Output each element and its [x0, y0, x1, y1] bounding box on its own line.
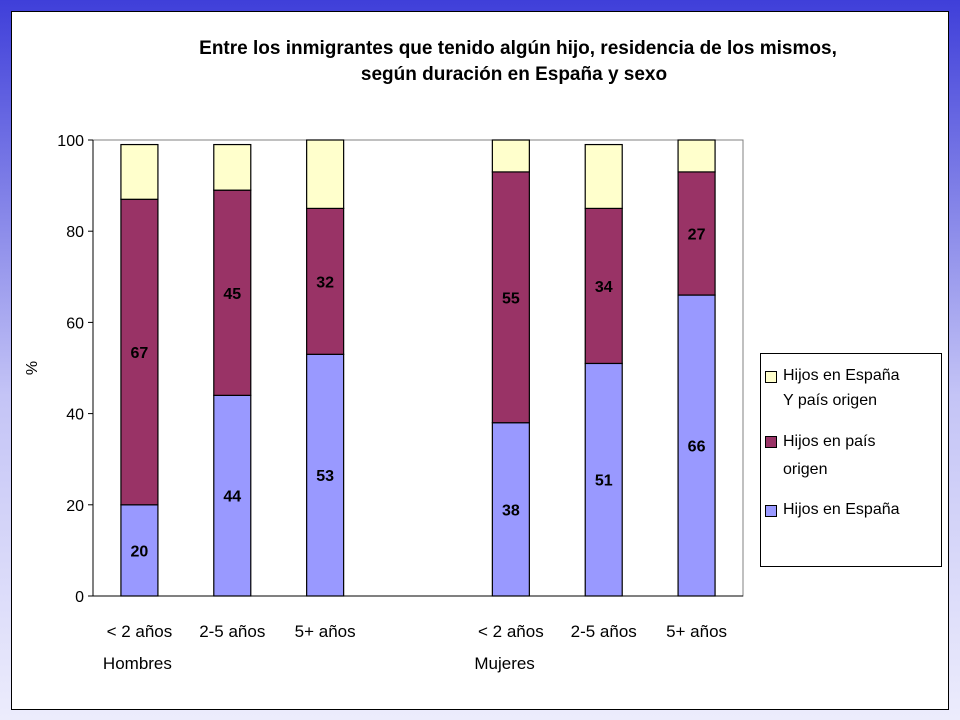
y-tick-label: 40 [66, 407, 84, 424]
bar-segment-ambos [677, 139, 716, 173]
bar-segment-pais_origen [584, 207, 623, 365]
bar-segment-espana [677, 294, 716, 597]
data-label-espana: 44 [223, 489, 241, 506]
chart-legend: Hijos en España Y país origen Hijos en p… [760, 353, 942, 567]
legend-label-ambos-line-2: Y país origen [783, 392, 877, 409]
y-axis-label: % [24, 361, 41, 375]
data-label-espana: 51 [595, 473, 613, 490]
bar-segment-ambos [491, 139, 530, 173]
bar-segment-ambos [306, 139, 345, 210]
data-label-pais_origen: 34 [595, 279, 613, 296]
chart-title-line-1: Entre los inmigrantes que tenido algún h… [199, 38, 837, 59]
bar-segment-pais_origen [306, 207, 345, 355]
x-tick-label: 2-5 años [571, 622, 637, 641]
y-tick-label: 60 [66, 315, 84, 332]
data-label-pais_origen: 67 [131, 345, 149, 362]
bar-segment-ambos [584, 143, 623, 209]
group-label-mujeres: Mujeres [474, 654, 534, 673]
y-tick-label: 0 [75, 589, 84, 606]
data-label-espana: 53 [316, 468, 334, 485]
data-label-pais_origen: 55 [502, 290, 520, 307]
legend-label-pais-origen-line-2: origen [783, 461, 828, 478]
bar-segment-pais_origen [120, 198, 159, 506]
y-tick-label: 20 [66, 498, 84, 515]
bar-segment-ambos [213, 143, 252, 191]
legend-swatch-ambos [765, 371, 777, 383]
plot-area [92, 139, 744, 597]
chart-title-line-2: según duración en España y sexo [360, 64, 668, 85]
legend-label-pais-origen-line-1: Hijos en país [783, 433, 876, 450]
x-tick-label: 2-5 años [199, 622, 265, 641]
legend-swatch-pais-origen [765, 436, 777, 448]
bar-segment-espana [306, 353, 345, 597]
legend-label-ambos-line-1: Hijos en España [783, 367, 900, 384]
bar-segment-espana [491, 422, 530, 597]
bar-segment-espana [120, 504, 159, 597]
x-tick-label: 5+ años [666, 622, 727, 641]
data-label-pais_origen: 45 [223, 286, 241, 303]
chart-title: Entre los inmigrantes que tenido algún h… [0, 36, 960, 96]
x-tick-label: < 2 años [107, 622, 173, 641]
x-tick-label: < 2 años [478, 622, 544, 641]
legend-label-espana-line-1: Hijos en España [783, 501, 900, 518]
data-label-espana: 38 [502, 502, 520, 519]
bar-segment-espana [213, 394, 252, 597]
y-tick-label: 80 [66, 224, 84, 241]
data-label-espana: 66 [688, 439, 706, 456]
y-tick-label: 100 [57, 133, 84, 150]
legend-swatch-espana [765, 505, 777, 517]
x-tick-label: 5+ años [295, 622, 356, 641]
data-label-espana: 20 [131, 543, 149, 560]
bar-segment-ambos [120, 143, 159, 200]
bar-segment-pais_origen [213, 189, 252, 396]
bar-segment-pais_origen [677, 171, 716, 296]
data-label-pais_origen: 27 [688, 226, 706, 243]
bar-segment-pais_origen [491, 171, 530, 424]
data-label-pais_origen: 32 [316, 274, 334, 291]
group-label-hombres: Hombres [103, 654, 172, 673]
